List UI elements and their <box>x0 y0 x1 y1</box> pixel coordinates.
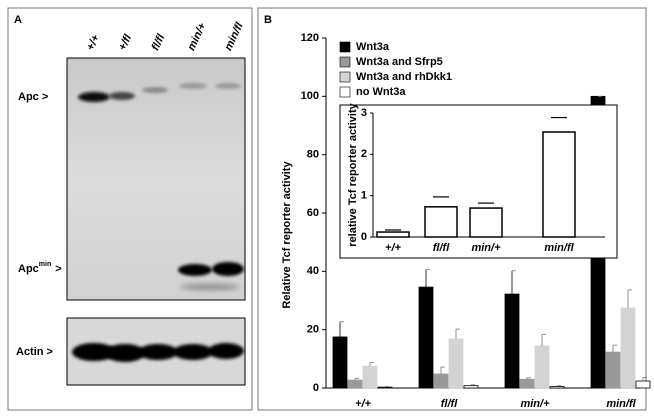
inset-y-tick-label: 0 <box>361 231 367 243</box>
y-tick-label: 60 <box>307 207 319 219</box>
bar <box>448 338 464 389</box>
bar <box>362 365 378 389</box>
bar <box>620 307 636 389</box>
error-bar <box>440 366 445 374</box>
panel-a-label: A <box>14 14 22 26</box>
apc-label: Apc > <box>18 91 48 103</box>
bar <box>605 351 621 389</box>
inset-x-tick-label: min/+ <box>471 242 501 254</box>
inset-x-tick-label: fl/fl <box>433 242 450 254</box>
apc-min-text: Apc <box>18 263 39 275</box>
error-bar <box>627 289 632 309</box>
bar <box>418 286 434 389</box>
y-tick-label: 80 <box>307 149 319 161</box>
error-bar <box>455 328 460 339</box>
apc-min-arrow: > <box>55 263 61 275</box>
bar <box>433 373 449 389</box>
y-tick-label: 20 <box>307 324 319 336</box>
inset-chart: 0 1 2 3 +/+ fl/fl min/+ min/fl <box>361 107 605 254</box>
legend-swatch <box>339 86 351 98</box>
inset-x-tick-label: +/+ <box>385 242 401 254</box>
apc-min-label: Apcmin > <box>18 261 62 275</box>
inset-bar <box>542 131 576 238</box>
bar <box>332 336 348 389</box>
bar <box>377 386 393 389</box>
bar <box>347 379 363 389</box>
error-bar <box>425 269 430 288</box>
legend-swatch <box>339 41 351 53</box>
bar <box>549 386 565 389</box>
y-tick-label: 100 <box>301 90 319 102</box>
error-bar <box>511 270 516 295</box>
error-bar <box>369 362 374 367</box>
y-axis-label: Relative Tcf reporter activity <box>281 161 293 309</box>
inset-bar <box>424 206 458 238</box>
apc-min-superscript: min <box>39 261 51 268</box>
error-bar <box>526 377 531 380</box>
inset-y-tick-label: 2 <box>361 148 367 160</box>
inset-bar <box>376 231 410 238</box>
inset-y-tick-label: 3 <box>361 107 367 119</box>
bar <box>463 385 479 389</box>
inset-x-tick-label: min/fl <box>544 242 574 254</box>
bar <box>635 380 651 389</box>
error-bar <box>556 385 561 387</box>
bar <box>534 345 550 389</box>
x-tick-label: min/+ <box>520 398 550 410</box>
x-tick-label: +/+ <box>355 398 371 410</box>
error-bar <box>642 377 647 381</box>
error-bar <box>354 377 359 381</box>
inset-y-axis-label: relative Tcf reporter activity <box>347 102 359 246</box>
actin-bands <box>72 343 244 362</box>
panel-b-label: B <box>264 14 272 26</box>
legend-swatch <box>339 56 351 68</box>
error-bar <box>541 333 546 346</box>
legend-label: Wnt3a <box>356 41 390 53</box>
x-tick-label: fl/fl <box>441 398 458 410</box>
legend-swatch <box>339 71 351 83</box>
bar <box>504 293 520 389</box>
error-bar <box>384 386 389 388</box>
legend-label: Wnt3a and rhDkk1 <box>356 71 452 83</box>
bar <box>519 378 535 389</box>
legend-label: Wnt3a and Sfrp5 <box>356 56 443 68</box>
error-bar <box>612 344 617 353</box>
error-bar <box>339 321 344 337</box>
blot-bands <box>70 83 244 290</box>
y-tick-label: 120 <box>301 32 319 44</box>
inset-bar <box>469 207 503 238</box>
x-tick-label: min/fl <box>606 398 636 410</box>
inset-y-tick-label: 1 <box>361 190 367 202</box>
y-tick-label: 40 <box>307 265 319 277</box>
error-bar <box>470 384 475 386</box>
actin-label: Actin > <box>16 346 53 358</box>
legend-label: no Wnt3a <box>356 86 406 98</box>
y-tick-label: 0 <box>313 382 319 394</box>
